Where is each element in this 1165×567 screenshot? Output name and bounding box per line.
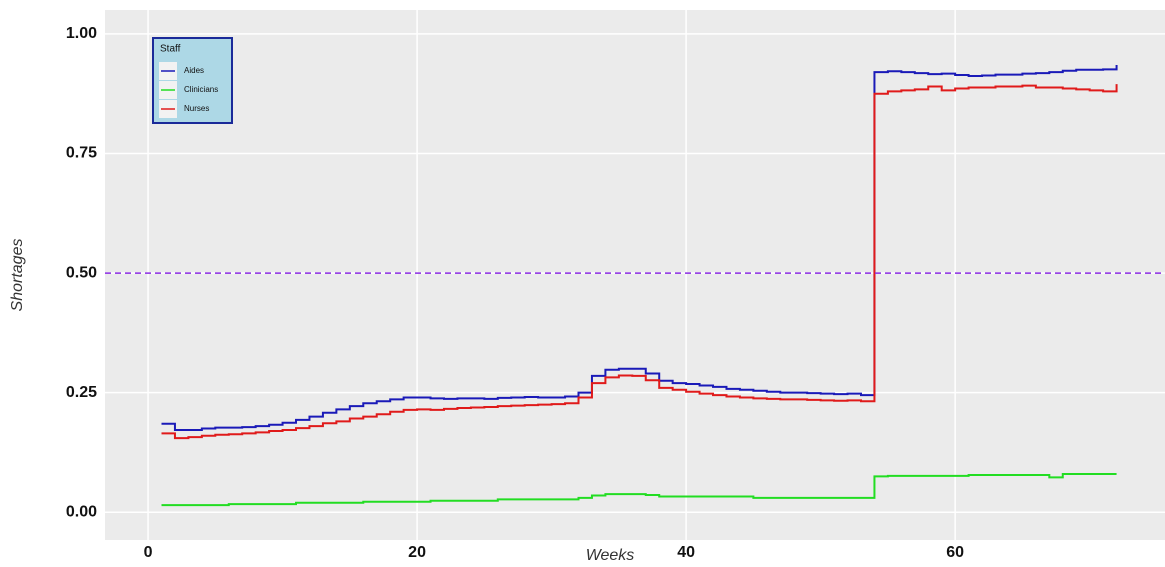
y-tick-label: 0.00 [66, 503, 97, 520]
series-line [161, 472, 1117, 507]
legend-label: Clinicians [184, 85, 218, 94]
legend-title: Staff [160, 44, 181, 55]
series-line [161, 84, 1118, 440]
x-axis-label: Weeks [586, 547, 635, 564]
y-tick-label: 0.75 [66, 145, 97, 162]
plot-background [105, 10, 1165, 540]
y-axis-label: Shortages [9, 239, 26, 312]
legend-label: Nurses [184, 104, 209, 113]
y-tick-label: 1.00 [66, 25, 97, 42]
x-tick-label: 40 [677, 544, 695, 561]
legend-label: Aides [184, 66, 204, 75]
series-line [161, 65, 1118, 431]
y-tick-label: 0.50 [66, 264, 97, 281]
x-tick-label: 0 [144, 544, 153, 561]
y-tick-label: 0.25 [66, 384, 97, 401]
x-tick-label: 60 [946, 544, 964, 561]
x-tick-label: 20 [408, 544, 426, 561]
